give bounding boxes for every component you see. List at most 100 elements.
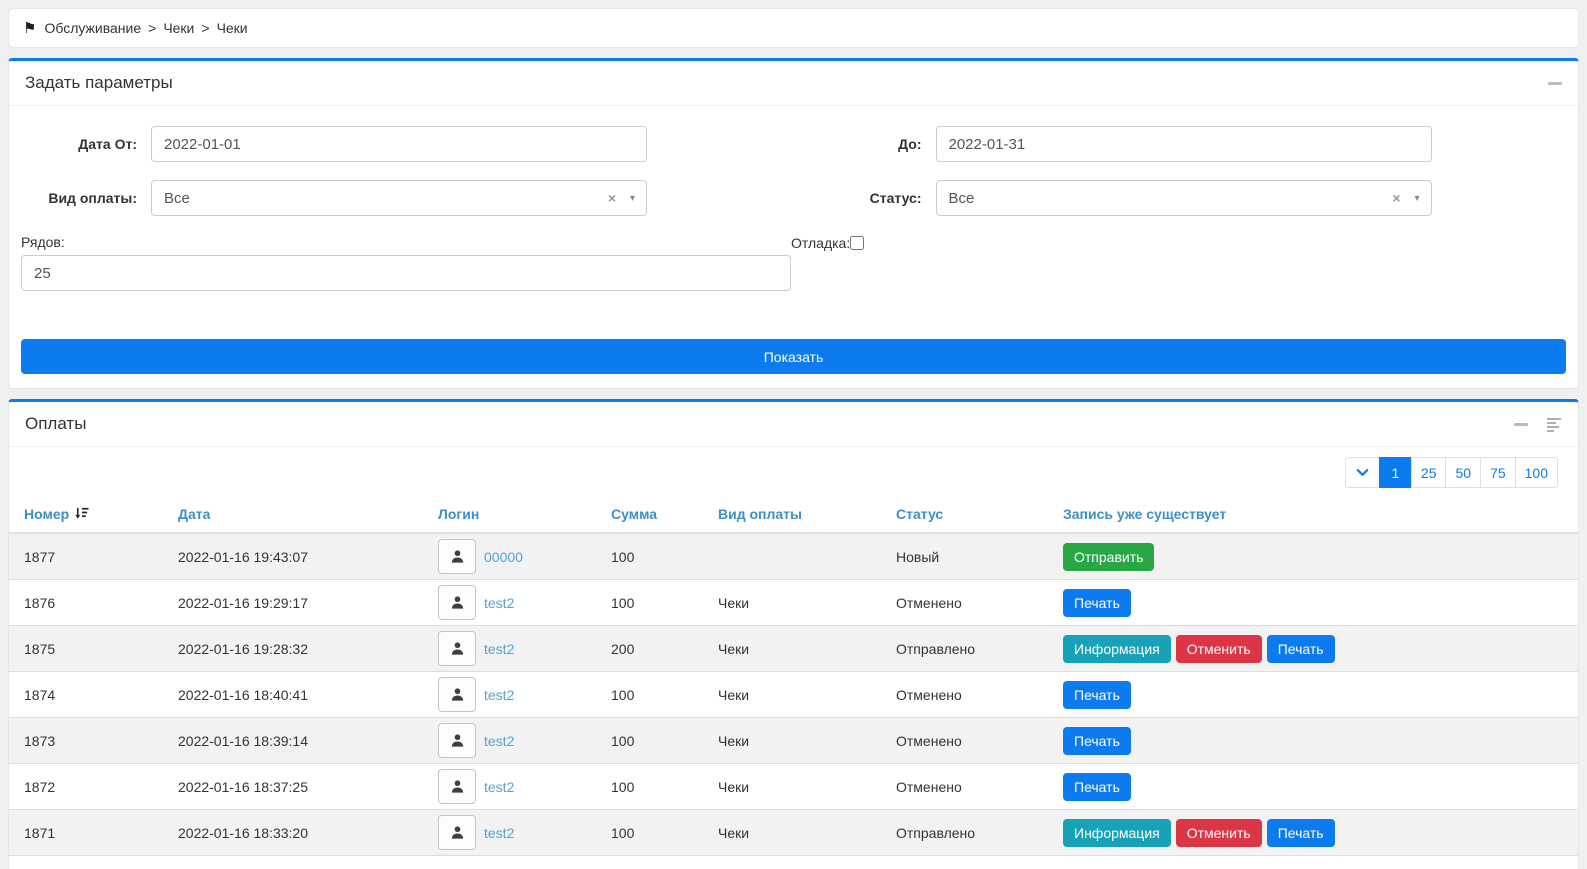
cell-payment-type: Чеки <box>703 580 881 626</box>
table-row: 1871 2022-01-16 18:33:20 test2 100 Чеки … <box>9 810 1578 856</box>
row-action-button[interactable]: Печать <box>1063 681 1131 709</box>
cell-payment-type <box>703 533 881 580</box>
pagination-group: 1 255075100 <box>1345 457 1558 488</box>
cell-date: 2022-01-16 19:43:07 <box>163 533 423 580</box>
column-header-date[interactable]: Дата <box>163 496 423 533</box>
rows-input[interactable] <box>21 255 791 291</box>
row-action-button[interactable]: Печать <box>1267 635 1335 663</box>
column-header-payment-type[interactable]: Вид оплаты <box>703 496 881 533</box>
user-button[interactable] <box>438 677 476 712</box>
row-action-button[interactable]: Отменить <box>1176 819 1262 847</box>
table-row-partial <box>9 856 1578 869</box>
row-action-button[interactable]: Отправить <box>1063 543 1154 571</box>
cell-amount: 100 <box>596 718 703 764</box>
column-header-number-label: Номер <box>24 506 69 522</box>
cell-payment-type: Чеки <box>703 810 881 856</box>
column-header-login[interactable]: Логин <box>423 496 596 533</box>
column-header-amount[interactable]: Сумма <box>596 496 703 533</box>
page-size-25-button[interactable]: 25 <box>1411 457 1447 488</box>
list-icon[interactable] <box>1546 416 1562 432</box>
show-button[interactable]: Показать <box>21 339 1566 374</box>
cell-number: 1877 <box>9 533 163 580</box>
page-size-50-button[interactable]: 50 <box>1445 457 1481 488</box>
table-row: 1877 2022-01-16 19:43:07 00000 100 Новый… <box>9 533 1578 580</box>
login-link[interactable]: test2 <box>484 595 514 611</box>
row-action-button[interactable]: Информация <box>1063 635 1171 663</box>
user-button[interactable] <box>438 631 476 666</box>
pagination: 1 255075100 <box>9 447 1578 496</box>
breadcrumb-item-service[interactable]: Обслуживание <box>44 20 141 36</box>
breadcrumb-item-checks[interactable]: Чеки <box>163 20 194 36</box>
debug-checkbox[interactable] <box>850 236 864 250</box>
collapse-minus-icon[interactable] <box>1514 423 1528 426</box>
date-to-label: До: <box>794 136 936 152</box>
payment-type-select[interactable]: Все × ▾ <box>151 180 647 216</box>
collapse-minus-icon[interactable] <box>1548 82 1562 85</box>
user-icon <box>450 825 465 840</box>
cell-actions: Отправить <box>1048 533 1578 580</box>
status-select[interactable]: Все × ▾ <box>936 180 1432 216</box>
breadcrumb-item-current: Чеки <box>217 20 248 36</box>
user-button[interactable] <box>438 585 476 620</box>
date-to-input[interactable] <box>936 126 1432 162</box>
page-size-75-button[interactable]: 75 <box>1480 457 1516 488</box>
row-action-button[interactable]: Печать <box>1063 773 1131 801</box>
cell-login: test2 <box>423 626 596 672</box>
user-button[interactable] <box>438 815 476 850</box>
login-link[interactable]: test2 <box>484 779 514 795</box>
user-button[interactable] <box>438 539 476 574</box>
login-link[interactable]: 00000 <box>484 549 523 565</box>
breadcrumb-separator: > <box>201 20 209 36</box>
cell-payment-type: Чеки <box>703 764 881 810</box>
column-header-record-exists[interactable]: Запись уже существует <box>1048 496 1578 533</box>
row-action-button[interactable]: Печать <box>1267 819 1335 847</box>
filters-panel-title: Задать параметры <box>25 73 173 93</box>
cell-payment-type: Чеки <box>703 626 881 672</box>
user-button[interactable] <box>438 769 476 804</box>
date-from-label: Дата От: <box>9 136 151 152</box>
row-action-button[interactable]: Отменить <box>1176 635 1262 663</box>
column-header-number[interactable]: Номер <box>9 496 163 533</box>
row-action-button[interactable]: Информация <box>1063 819 1171 847</box>
date-from-input[interactable] <box>151 126 647 162</box>
cell-amount: 100 <box>596 764 703 810</box>
cell-login: 00000 <box>423 533 596 580</box>
login-link[interactable]: test2 <box>484 825 514 841</box>
cell-actions: Печать <box>1048 580 1578 626</box>
table-header-row: Номер Дата Логин Сумма Вид оплаты Статус <box>9 496 1578 533</box>
cell-number: 1875 <box>9 626 163 672</box>
chevron-down-icon <box>1355 465 1370 480</box>
cell-amount: 100 <box>596 672 703 718</box>
column-header-status[interactable]: Статус <box>881 496 1048 533</box>
login-link[interactable]: test2 <box>484 687 514 703</box>
table-row: 1874 2022-01-16 18:40:41 test2 100 Чеки … <box>9 672 1578 718</box>
login-link[interactable]: test2 <box>484 641 514 657</box>
cell-date: 2022-01-16 19:28:32 <box>163 626 423 672</box>
caret-down-icon: ▾ <box>1414 193 1419 204</box>
cell-number: 1876 <box>9 580 163 626</box>
login-link[interactable]: test2 <box>484 733 514 749</box>
payments-panel-body: 1 255075100 Номер <box>9 447 1578 869</box>
page-size-100-button[interactable]: 100 <box>1515 457 1558 488</box>
user-button[interactable] <box>438 723 476 758</box>
cell-date: 2022-01-16 18:37:25 <box>163 764 423 810</box>
filters-panel-header: Задать параметры <box>9 61 1578 106</box>
user-icon <box>450 779 465 794</box>
cell-amount: 100 <box>596 580 703 626</box>
pagination-chevron-button[interactable] <box>1345 457 1380 488</box>
cell-status: Отправлено <box>881 626 1048 672</box>
clear-x-icon[interactable]: × <box>1392 190 1400 206</box>
user-icon <box>450 595 465 610</box>
cell-actions: ИнформацияОтменитьПечать <box>1048 810 1578 856</box>
cell-status: Отменено <box>881 672 1048 718</box>
row-action-button[interactable]: Печать <box>1063 727 1131 755</box>
payments-panel-title: Оплаты <box>25 414 86 434</box>
row-action-button[interactable]: Печать <box>1063 589 1131 617</box>
current-page-button[interactable]: 1 <box>1379 457 1412 488</box>
cell-number: 1871 <box>9 810 163 856</box>
cell-actions: ИнформацияОтменитьПечать <box>1048 626 1578 672</box>
clear-x-icon[interactable]: × <box>608 190 616 206</box>
table-row: 1876 2022-01-16 19:29:17 test2 100 Чеки … <box>9 580 1578 626</box>
payments-panel: Оплаты 1 255075100 <box>8 399 1579 869</box>
cell-status: Новый <box>881 533 1048 580</box>
